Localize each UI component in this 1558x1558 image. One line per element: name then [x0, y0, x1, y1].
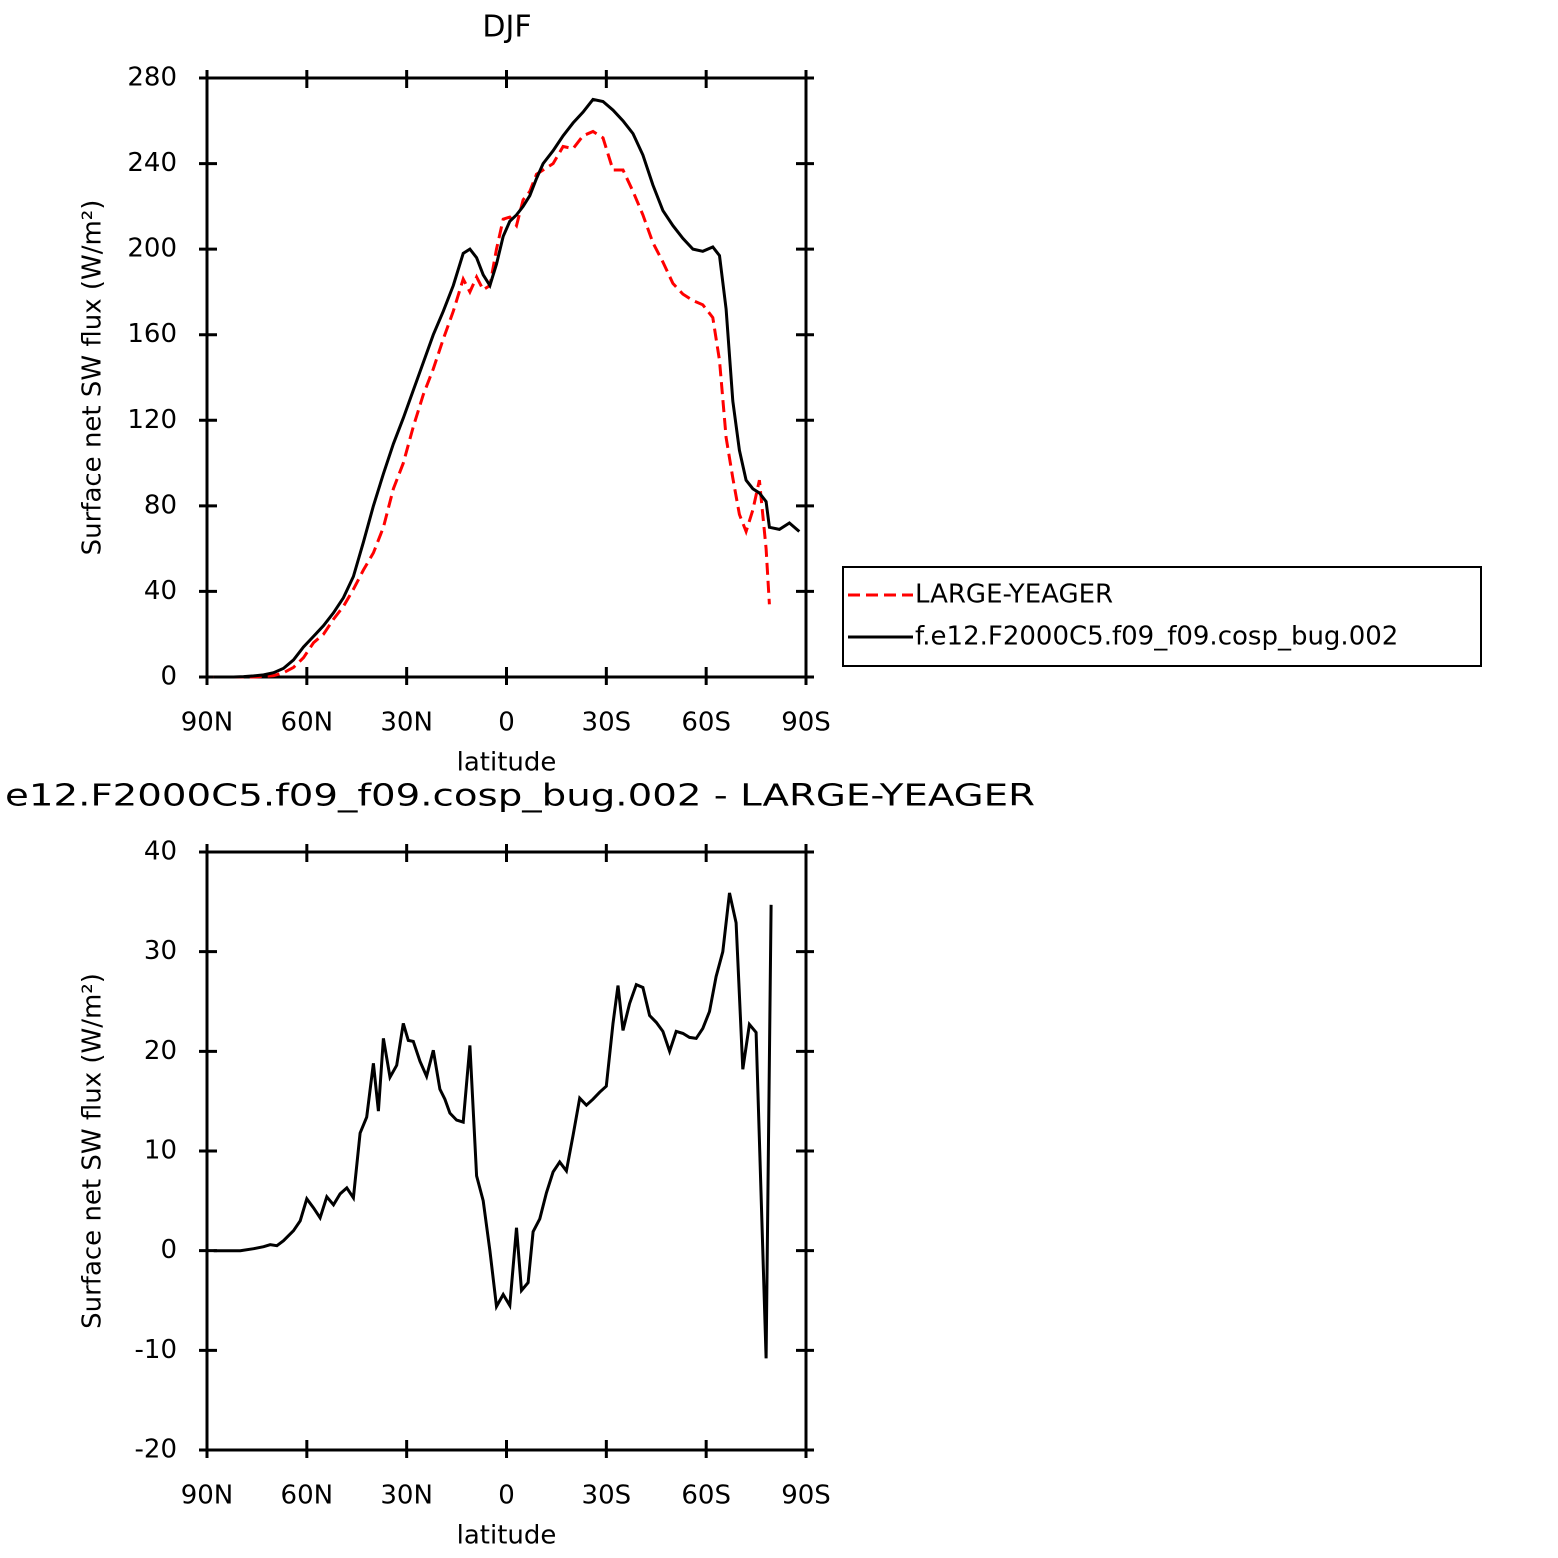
data-line	[213, 129, 771, 679]
x-tick-label: 0	[498, 708, 515, 738]
y-tick-label: 0	[160, 1235, 177, 1265]
x-axis-label: latitude	[457, 1521, 557, 1551]
x-tick-label: 30S	[582, 1481, 632, 1511]
y-tick-label: 160	[127, 319, 177, 349]
data-line	[213, 97, 801, 679]
y-tick-label: 280	[127, 63, 177, 93]
x-tick-label: 30N	[380, 708, 433, 738]
x-tick-label: 90S	[781, 708, 831, 738]
y-tick-label: 200	[127, 234, 177, 264]
y-tick-label: 240	[127, 148, 177, 178]
x-tick-label: 0	[498, 1481, 515, 1511]
y-axis-label: Surface net SW flux (W/m²)	[78, 200, 108, 556]
y-axis-label: Surface net SW flux (W/m²)	[78, 973, 108, 1329]
legend-label: LARGE-YEAGER	[915, 580, 1113, 610]
y-tick-label: 40	[144, 576, 177, 606]
plot-frame	[205, 850, 808, 1452]
y-tick-label: 80	[144, 490, 177, 520]
x-tick-label: 60N	[281, 1481, 334, 1511]
y-tick-label: 40	[144, 837, 177, 867]
chart-title: e12.F2000C5.f09_f09.cosp_bug.002 - LARGE…	[5, 779, 1035, 814]
legend-label: f.e12.F2000C5.f09_f09.cosp_bug.002	[915, 622, 1398, 652]
x-tick-label: 60S	[681, 708, 731, 738]
y-tick-label: -20	[135, 1435, 177, 1465]
y-tick-label: 120	[127, 405, 177, 435]
y-tick-label: 0	[160, 662, 177, 692]
x-tick-label: 60N	[281, 708, 334, 738]
x-tick-label: 30S	[582, 708, 632, 738]
chart-title: DJF	[482, 10, 531, 45]
y-tick-label: 20	[144, 1036, 177, 1066]
y-tick-label: 10	[144, 1136, 177, 1166]
x-tick-label: 90N	[181, 708, 234, 738]
y-tick-label: 30	[144, 936, 177, 966]
x-axis-label: latitude	[457, 748, 557, 778]
legend-box	[842, 566, 1482, 667]
data-line	[213, 892, 773, 1359]
x-tick-label: 60S	[681, 1481, 731, 1511]
y-tick-label: -10	[135, 1335, 177, 1365]
x-tick-label: 90N	[181, 1481, 234, 1511]
x-tick-label: 30N	[380, 1481, 433, 1511]
plot-frame	[205, 76, 808, 679]
x-tick-label: 90S	[781, 1481, 831, 1511]
